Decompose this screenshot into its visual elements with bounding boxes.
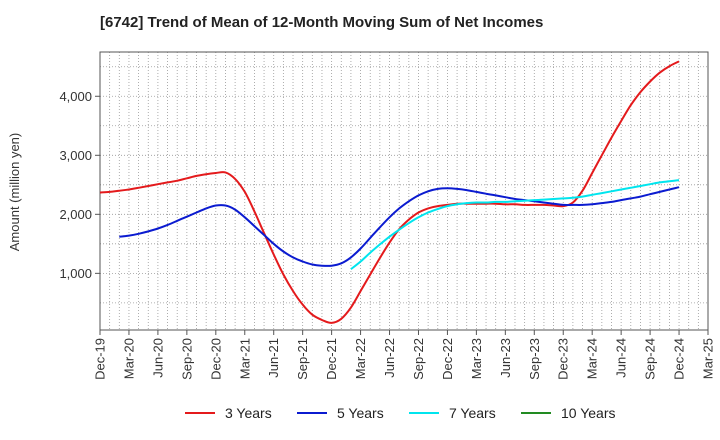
chart-title: [6742] Trend of Mean of 12-Month Moving … <box>100 14 544 31</box>
axes: 1,000 2,000 3,000 4,000 Dec-19 Mar-20 Jun-20 Se… <box>59 51 716 380</box>
x-tick-label: Jun-20 <box>150 338 165 378</box>
x-tick-label: Sep-24 <box>643 338 658 380</box>
legend-label: 7 Years <box>449 405 496 421</box>
legend-swatch <box>297 412 327 414</box>
legend-swatch <box>185 412 215 414</box>
x-tick-label: Sep-21 <box>295 338 310 380</box>
series-line-3-years <box>99 60 680 324</box>
x-tick-label: Mar-20 <box>121 338 136 379</box>
x-tick-label: Mar-25 <box>701 338 716 379</box>
x-tick-label: Dec-21 <box>324 338 339 380</box>
legend-item-10-years: 10 Years <box>521 405 633 421</box>
x-tick-label: Dec-24 <box>672 338 687 380</box>
x-tick-label: Jun-21 <box>266 338 281 378</box>
x-tick-label: Sep-22 <box>411 338 426 380</box>
x-tick-label: Dec-22 <box>440 338 455 380</box>
x-tick-label: Mar-22 <box>353 338 368 379</box>
legend-item-7-years: 7 Years <box>409 405 521 421</box>
x-tick-label: Jun-23 <box>498 338 513 378</box>
x-tick-label: Dec-19 <box>93 338 108 380</box>
legend-label: 3 Years <box>225 405 272 421</box>
legend-item-3-years: 3 Years <box>185 405 297 421</box>
series-lines <box>99 60 680 324</box>
y-axis-label: Amount (million yen) <box>7 133 22 252</box>
series-line-7-years <box>350 179 680 270</box>
x-tick-label: Mar-24 <box>585 338 600 379</box>
x-tick-label: Sep-23 <box>527 338 542 380</box>
x-tick-label: Mar-23 <box>469 338 484 379</box>
y-tick-label: 2,000 <box>59 207 92 222</box>
legend-label: 10 Years <box>561 405 616 421</box>
legend-item-5-years: 5 Years <box>297 405 409 421</box>
x-tick-label: Mar-21 <box>237 338 252 379</box>
y-tick-label: 4,000 <box>59 89 92 104</box>
x-tick-label: Jun-24 <box>614 338 629 378</box>
x-tick-label: Dec-23 <box>556 338 571 380</box>
legend-swatch <box>521 412 551 414</box>
legend-label: 5 Years <box>337 405 384 421</box>
x-tick-label: Sep-20 <box>179 338 194 380</box>
y-tick-label: 1,000 <box>59 266 92 281</box>
x-tick-label: Jun-22 <box>382 338 397 378</box>
legend-swatch <box>409 412 439 414</box>
y-tick-label: 3,000 <box>59 148 92 163</box>
series-line-5-years <box>119 186 680 267</box>
x-tick-label: Dec-20 <box>208 338 223 380</box>
legend: 3 Years 5 Years 7 Years 10 Years <box>185 405 633 421</box>
plot-frame <box>99 51 709 331</box>
